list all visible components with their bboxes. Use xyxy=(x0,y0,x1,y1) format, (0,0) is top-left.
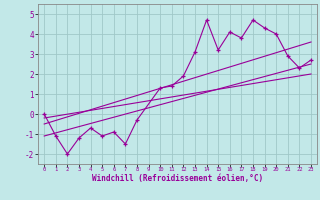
X-axis label: Windchill (Refroidissement éolien,°C): Windchill (Refroidissement éolien,°C) xyxy=(92,174,263,183)
